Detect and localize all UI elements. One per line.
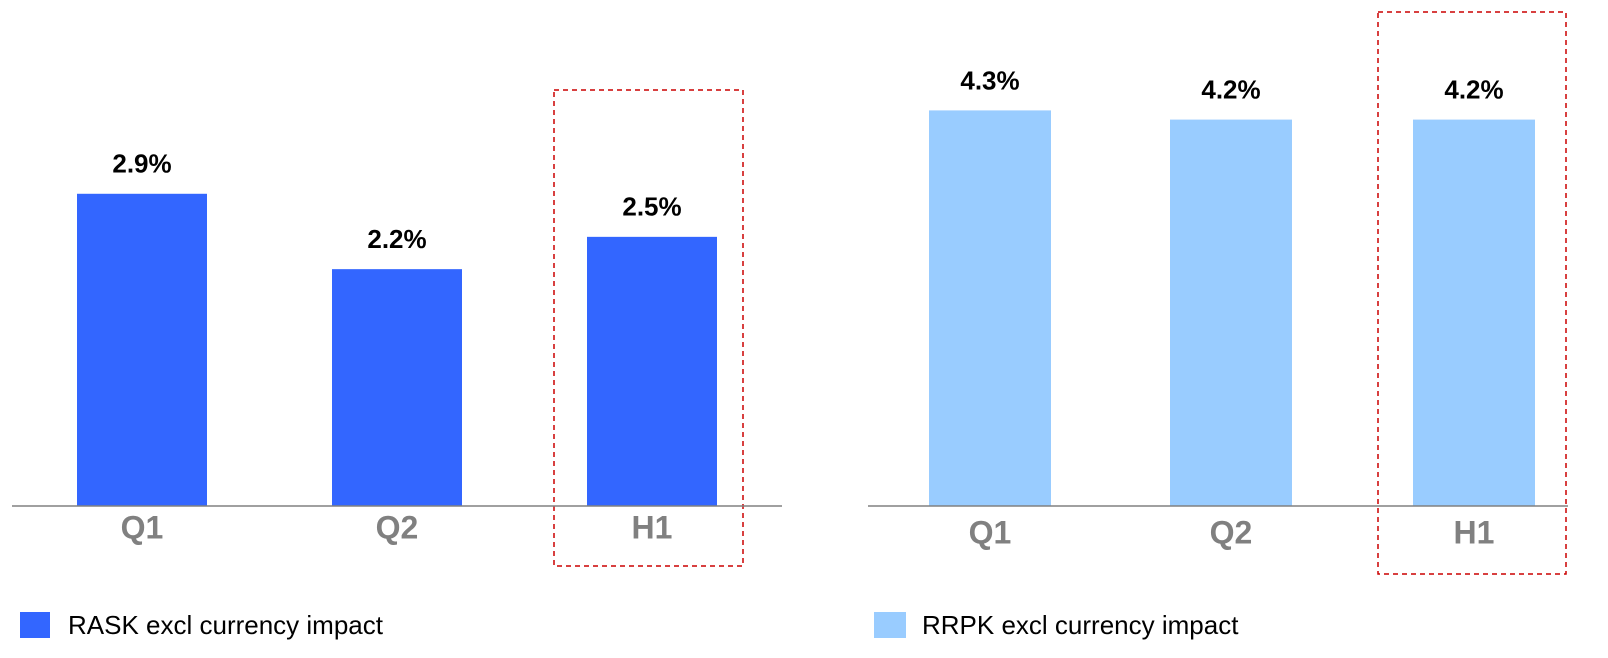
- x-tick-label: Q2: [376, 509, 419, 545]
- bar: [1413, 119, 1535, 506]
- highlight-box: [553, 89, 744, 567]
- x-tick-label: H1: [1454, 514, 1495, 550]
- bar: [332, 269, 462, 506]
- bar: [587, 236, 717, 506]
- data-label: 2.5%: [622, 192, 681, 222]
- bar: [1170, 119, 1292, 506]
- legend-swatch: [874, 612, 906, 638]
- data-label: 4.2%: [1201, 74, 1260, 104]
- legend-swatch: [20, 612, 50, 638]
- bar: [77, 193, 207, 506]
- data-label: 4.2%: [1444, 74, 1503, 104]
- x-tick-label: Q1: [969, 514, 1012, 550]
- legend-label: RRPK excl currency impact: [922, 610, 1239, 640]
- data-label: 2.9%: [112, 149, 171, 179]
- x-tick-label: Q2: [1210, 514, 1253, 550]
- bar: [929, 110, 1051, 507]
- highlight-box: [1377, 11, 1567, 575]
- x-tick-label: Q1: [121, 509, 164, 545]
- data-label: 2.2%: [367, 224, 426, 254]
- legend-label: RASK excl currency impact: [68, 610, 384, 640]
- x-tick-label: H1: [632, 509, 673, 545]
- data-label: 4.3%: [960, 65, 1019, 95]
